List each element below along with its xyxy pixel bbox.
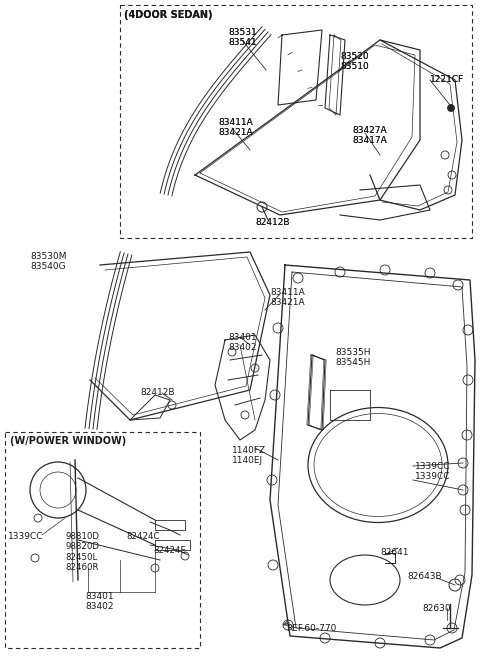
Text: 82630: 82630 [422,604,451,613]
Text: REF.60-770: REF.60-770 [286,624,336,633]
Text: 82412B: 82412B [255,218,289,227]
Text: 83411A
83421A: 83411A 83421A [270,288,305,308]
Text: 82641: 82641 [380,548,408,557]
Text: 83531
83541: 83531 83541 [228,28,257,47]
Text: 1140FZ
1140EJ: 1140FZ 1140EJ [232,446,266,465]
Text: 83535H
83545H: 83535H 83545H [335,348,371,367]
Text: 82643B: 82643B [407,572,442,581]
Text: 1221CF: 1221CF [430,75,464,84]
Text: 82424E: 82424E [153,546,186,555]
Text: 83530M
83540G: 83530M 83540G [30,252,67,272]
Text: 1221CF: 1221CF [430,75,464,84]
Text: 98810D
98820D
82450L
82460R: 98810D 98820D 82450L 82460R [65,532,99,572]
Text: 83401
83402: 83401 83402 [85,592,114,611]
Text: 83401
83402: 83401 83402 [228,333,257,352]
Text: 1339CC
1339CC: 1339CC 1339CC [415,462,451,482]
Text: (4DOOR SEDAN): (4DOOR SEDAN) [124,10,213,20]
Text: (W/POWER WINDOW): (W/POWER WINDOW) [10,436,126,446]
Text: 83411A
83421A: 83411A 83421A [218,118,253,137]
Text: 82412B: 82412B [255,218,289,227]
Text: 83411A
83421A: 83411A 83421A [218,118,253,137]
Text: 83427A
83417A: 83427A 83417A [352,126,387,146]
Text: 83520
83510: 83520 83510 [340,52,369,72]
Text: 1339CC: 1339CC [8,532,44,541]
Circle shape [447,104,455,112]
Text: 83531
83541: 83531 83541 [228,28,257,47]
Text: 83520
83510: 83520 83510 [340,52,369,72]
Text: (4DOOR SEDAN): (4DOOR SEDAN) [124,10,213,20]
Text: 83427A
83417A: 83427A 83417A [352,126,387,146]
Text: 82412B: 82412B [140,388,175,397]
Text: 82424C: 82424C [126,532,159,541]
